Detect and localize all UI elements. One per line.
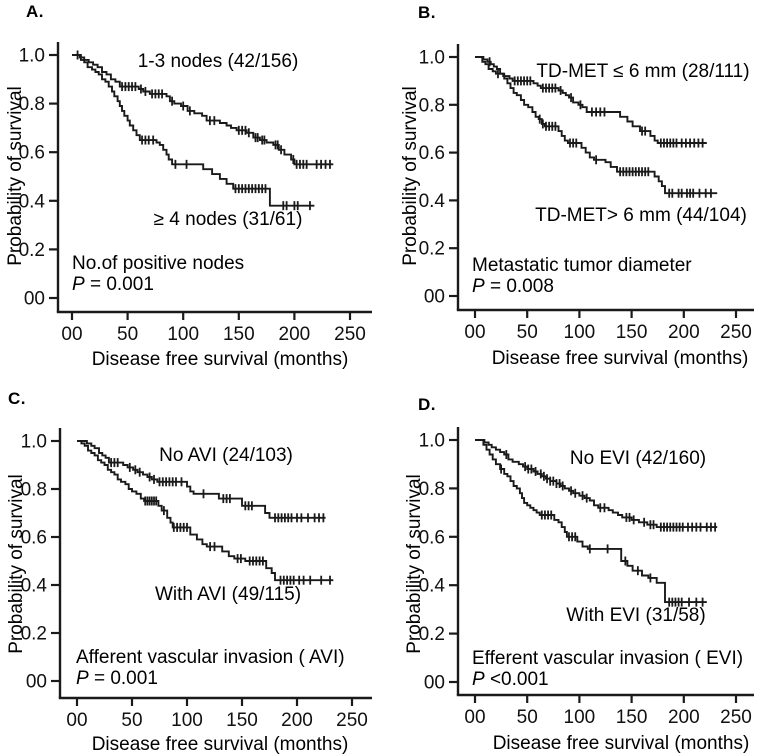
svg-text:0.6: 0.6 [19,143,45,164]
curve-label-upper: TD-MET ≤ 6 mm (28/111) [536,61,750,82]
svg-text:0.8: 0.8 [419,95,445,116]
factor-label: Metastatic tumor diameter [472,255,692,276]
panel-letter: D. [418,395,436,414]
svg-text:100: 100 [171,710,203,731]
p-value-line: P = 0.008 [472,276,692,297]
p-value: = 0.008 [484,276,554,297]
svg-text:200: 200 [668,322,700,343]
svg-text:00: 00 [61,324,82,345]
svg-text:0.4: 0.4 [19,191,46,212]
curve-label-lower: With AVI (49/115) [154,584,302,605]
y-axis-label: Probability of survival [5,86,26,266]
panel-letter: C. [8,389,26,408]
factor-label: No.of positive nodes [72,253,245,274]
panel-b: 00 50 100 150 200 250 1.0 0.8 0.6 0.4 0.2 00 B. TD-… [380,0,760,378]
svg-text:00: 00 [26,672,47,693]
svg-text:0.6: 0.6 [419,143,445,164]
x-axis-label: Disease free survival (months) [91,349,349,370]
svg-text:0.6: 0.6 [21,528,47,549]
svg-text:100: 100 [167,324,199,345]
p-value-line: P <0.001 [472,669,743,690]
annotation-note: Efferent vascular invasion ( EVI) P <0.0… [472,648,743,690]
x-axis-label: Disease free survival (months) [91,734,349,755]
p-symbol: P [76,668,89,689]
p-value-line: P = 0.001 [72,274,244,295]
svg-text:50: 50 [117,324,138,345]
svg-text:00: 00 [424,287,445,308]
p-symbol: P [472,669,485,690]
x-axis-label: Disease free survival (months) [491,348,749,369]
curve-label-upper: No EVI (42/160) [569,448,707,469]
p-symbol: P [72,274,85,295]
y-axis-label: Probability of survival [6,474,27,654]
svg-text:0.8: 0.8 [419,479,445,500]
annotation-note: No.of positive nodes P = 0.001 [72,253,244,295]
svg-text:200: 200 [279,324,311,345]
p-value: <0.001 [484,669,549,690]
factor-label: Efferent vascular invasion ( EVI) [472,648,744,669]
svg-text:00: 00 [24,289,45,310]
svg-text:1.0: 1.0 [19,46,45,67]
factor-label: Afferent vascular invasion ( AVI) [76,647,345,668]
svg-text:50: 50 [517,322,538,343]
svg-text:0.8: 0.8 [21,480,47,501]
annotation-note: Metastatic tumor diameter P = 0.008 [472,255,692,297]
svg-text:0.8: 0.8 [19,94,45,115]
p-value: = 0.001 [84,274,154,295]
svg-text:0.2: 0.2 [419,624,445,645]
svg-text:0.2: 0.2 [21,624,47,645]
svg-text:100: 100 [564,322,596,343]
panel-letter: A. [26,2,44,21]
y-axis-label: Probability of survival [400,86,421,266]
annotation-note: Afferent vascular invasion ( AVI) P = 0.… [76,647,345,689]
curve-label-upper: 1-3 nodes (42/156) [137,51,299,72]
km-plot-a: 00 50 100 150 200 250 1.0 0.8 0.6 0.4 0.2 00 [19,42,372,345]
svg-text:0.4: 0.4 [419,576,446,597]
svg-text:150: 150 [616,322,648,343]
svg-text:250: 250 [720,322,752,343]
svg-text:50: 50 [517,707,538,728]
svg-text:0.2: 0.2 [419,239,445,260]
svg-text:00: 00 [424,673,445,694]
curve-label-lower: ≥ 4 nodes (31/61) [153,209,303,230]
svg-text:0.6: 0.6 [419,527,445,548]
km-plot-b: 00 50 100 150 200 250 1.0 0.8 0.6 0.4 0.2 00 [419,44,754,343]
panel-c: 00 50 100 150 200 250 1.0 0.8 0.6 0.4 0.2 00 C. No … [0,378,380,756]
svg-text:1.0: 1.0 [419,431,445,452]
svg-text:0.4: 0.4 [21,576,48,597]
svg-text:150: 150 [616,707,648,728]
svg-text:1.0: 1.0 [21,432,47,453]
svg-text:150: 150 [223,324,255,345]
svg-text:00: 00 [464,707,485,728]
km-plot-d: 00 50 100 150 200 250 1.0 0.8 0.6 0.4 0.2 00 [419,427,754,728]
svg-text:200: 200 [668,707,700,728]
svg-text:100: 100 [564,707,596,728]
svg-text:50: 50 [121,710,142,731]
curve-label-lower: With EVI (31/58) [566,605,706,626]
svg-text:200: 200 [281,710,313,731]
svg-text:1.0: 1.0 [419,48,445,69]
p-value: = 0.001 [88,668,158,689]
p-symbol: P [472,276,485,297]
panel-a: 00 50 100 150 200 250 1.0 0.8 0.6 0.4 0.2 00 A. 1-3… [0,0,380,378]
panel-d: 00 50 100 150 200 250 1.0 0.8 0.6 0.4 0.2 00 D. No … [380,378,760,756]
p-value-line: P = 0.001 [76,668,345,689]
svg-text:250: 250 [336,710,368,731]
y-axis-label: Probability of survival [404,474,425,654]
svg-text:250: 250 [720,707,752,728]
svg-text:00: 00 [464,322,485,343]
x-axis-label: Disease free survival (months) [492,733,750,754]
svg-text:0.4: 0.4 [419,191,446,212]
svg-text:150: 150 [226,710,258,731]
svg-text:00: 00 [66,710,87,731]
panel-letter: B. [418,3,436,22]
curve-label-lower: TD-MET> 6 mm (44/104) [535,205,747,226]
svg-text:250: 250 [334,324,366,345]
curve-label-upper: No AVI (24/103) [159,445,293,466]
km-plot-c: 00 50 100 150 200 250 1.0 0.8 0.6 0.4 0.2 00 [21,428,372,731]
svg-text:0.2: 0.2 [19,240,45,261]
